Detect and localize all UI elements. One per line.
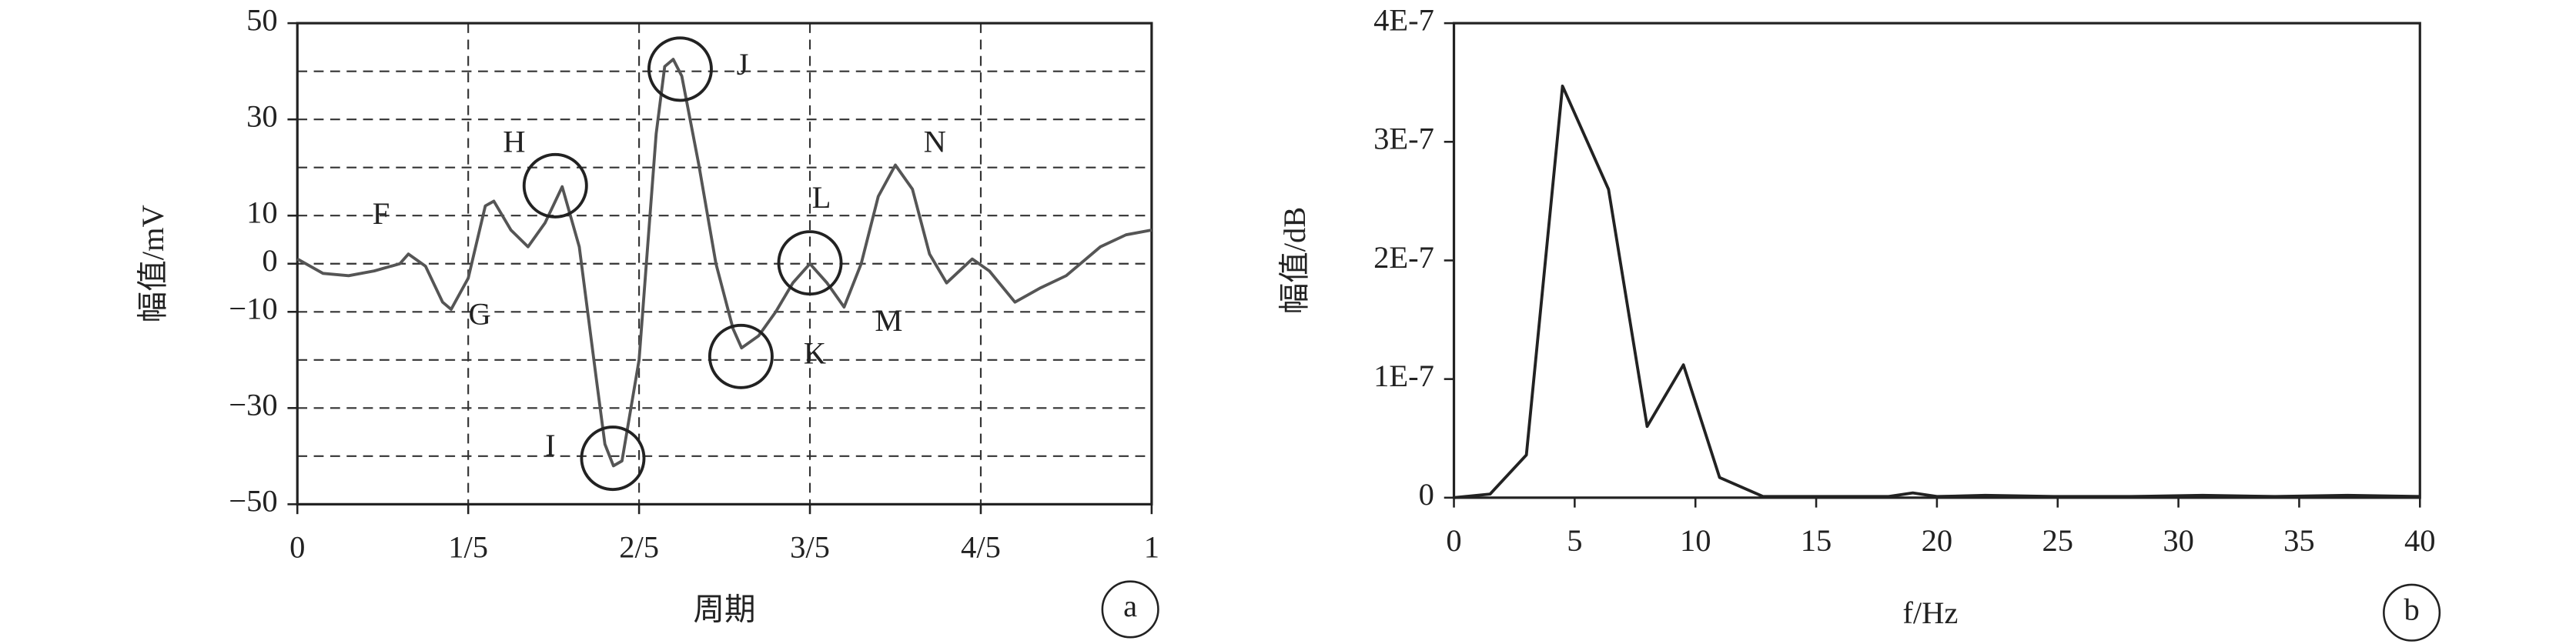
highlight-circle: [580, 425, 646, 492]
annotation: L: [812, 180, 831, 215]
x-tick-label: 2/5: [619, 529, 659, 564]
y-tick-label: −10: [229, 292, 277, 326]
y-tick-label: 2E-7: [1373, 240, 1434, 275]
y-tick-label: −30: [229, 388, 277, 422]
x-tick-label: 25: [2042, 523, 2073, 558]
annotation: I: [545, 428, 556, 462]
highlight-circle: [647, 36, 713, 102]
y-tick-label: 10: [246, 195, 278, 230]
x-axis-label: f/Hz: [1902, 596, 1958, 630]
annotation: K: [804, 336, 826, 371]
y-tick-label: 0: [1419, 477, 1434, 512]
x-tick-label: 0: [1446, 523, 1461, 558]
plot-frame: [296, 22, 1153, 506]
data-line: [1454, 84, 2420, 499]
panel-label: b: [2404, 592, 2419, 627]
y-tick-label: −50: [229, 484, 277, 519]
panel-badge: [2383, 583, 2441, 642]
highlight-circle: [777, 230, 843, 296]
annotation: J: [737, 47, 749, 82]
chart-panel: 0 1E-7 2E-7 3E-7 4E-7 0 5 10 15 20 25 30 35 40 幅值/dB f/…: [1277, 2, 2441, 642]
highlight-circle: [708, 323, 774, 389]
panel-label: a: [1123, 589, 1137, 623]
x-tick-label: 1: [1144, 529, 1159, 564]
x-tick-label: 5: [1567, 523, 1582, 558]
annotation: F: [373, 196, 390, 231]
y-axis-label: 幅值/mV: [135, 205, 170, 322]
data-line: [296, 58, 1153, 468]
y-tick-label: 4E-7: [1373, 2, 1434, 37]
x-tick-label: 35: [2283, 523, 2315, 558]
x-tick-label: 15: [1801, 523, 1832, 558]
x-tick-label: 10: [1680, 523, 1711, 558]
y-tick-label: 30: [246, 98, 278, 133]
chart-panel: 50 30 10 0 −10 −30 −50 0 1/5 2/5 3/5 4/5 1 F G H I J K L M N 幅…: [135, 2, 1159, 639]
x-tick-label: 30: [2163, 523, 2194, 558]
annotation: G: [468, 296, 490, 331]
y-tick-label: 3E-7: [1373, 122, 1434, 156]
plot-frame: [1452, 22, 2421, 499]
x-axis-label: 周期: [694, 592, 756, 627]
x-tick-label: 4/5: [961, 529, 1001, 564]
x-tick-label: 0: [289, 529, 305, 564]
x-tick-label: 1/5: [448, 529, 488, 564]
y-tick-label: 0: [262, 243, 277, 278]
annotation: H: [503, 124, 525, 158]
panel-badge: [1101, 580, 1159, 639]
annotation: N: [924, 124, 946, 158]
y-tick-label: 50: [246, 2, 278, 37]
highlight-circle: [522, 152, 588, 219]
x-tick-label: 40: [2404, 523, 2436, 558]
x-tick-label: 20: [1922, 523, 1953, 558]
y-tick-label: 1E-7: [1373, 359, 1434, 393]
y-axis-label: 幅值/dB: [1277, 207, 1312, 315]
annotation: M: [875, 303, 902, 338]
x-tick-label: 3/5: [790, 529, 830, 564]
